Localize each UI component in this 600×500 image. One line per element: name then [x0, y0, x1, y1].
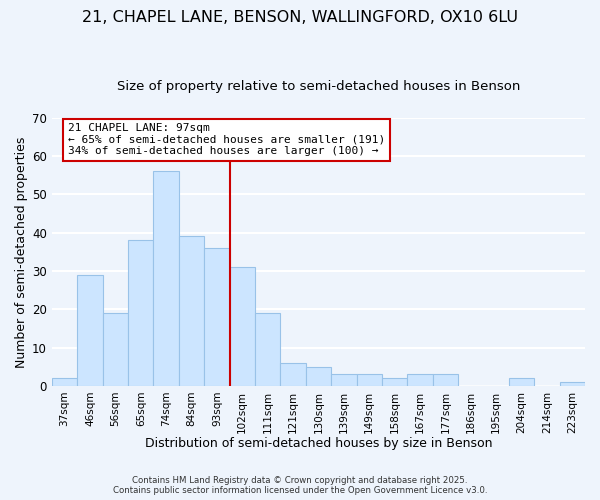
Y-axis label: Number of semi-detached properties: Number of semi-detached properties: [15, 136, 28, 368]
Bar: [103, 313, 128, 386]
Bar: [407, 374, 433, 386]
Bar: [128, 240, 154, 386]
Bar: [382, 378, 407, 386]
Bar: [52, 378, 77, 386]
Bar: [179, 236, 204, 386]
Bar: [230, 267, 255, 386]
Text: 21 CHAPEL LANE: 97sqm
← 65% of semi-detached houses are smaller (191)
34% of sem: 21 CHAPEL LANE: 97sqm ← 65% of semi-deta…: [68, 123, 385, 156]
Bar: [356, 374, 382, 386]
Bar: [306, 366, 331, 386]
Bar: [280, 363, 306, 386]
Bar: [204, 248, 230, 386]
Bar: [77, 275, 103, 386]
Bar: [331, 374, 356, 386]
Bar: [154, 172, 179, 386]
Bar: [560, 382, 585, 386]
X-axis label: Distribution of semi-detached houses by size in Benson: Distribution of semi-detached houses by …: [145, 437, 492, 450]
Bar: [255, 313, 280, 386]
Title: Size of property relative to semi-detached houses in Benson: Size of property relative to semi-detach…: [117, 80, 520, 93]
Bar: [509, 378, 534, 386]
Bar: [433, 374, 458, 386]
Text: 21, CHAPEL LANE, BENSON, WALLINGFORD, OX10 6LU: 21, CHAPEL LANE, BENSON, WALLINGFORD, OX…: [82, 10, 518, 25]
Text: Contains HM Land Registry data © Crown copyright and database right 2025.
Contai: Contains HM Land Registry data © Crown c…: [113, 476, 487, 495]
